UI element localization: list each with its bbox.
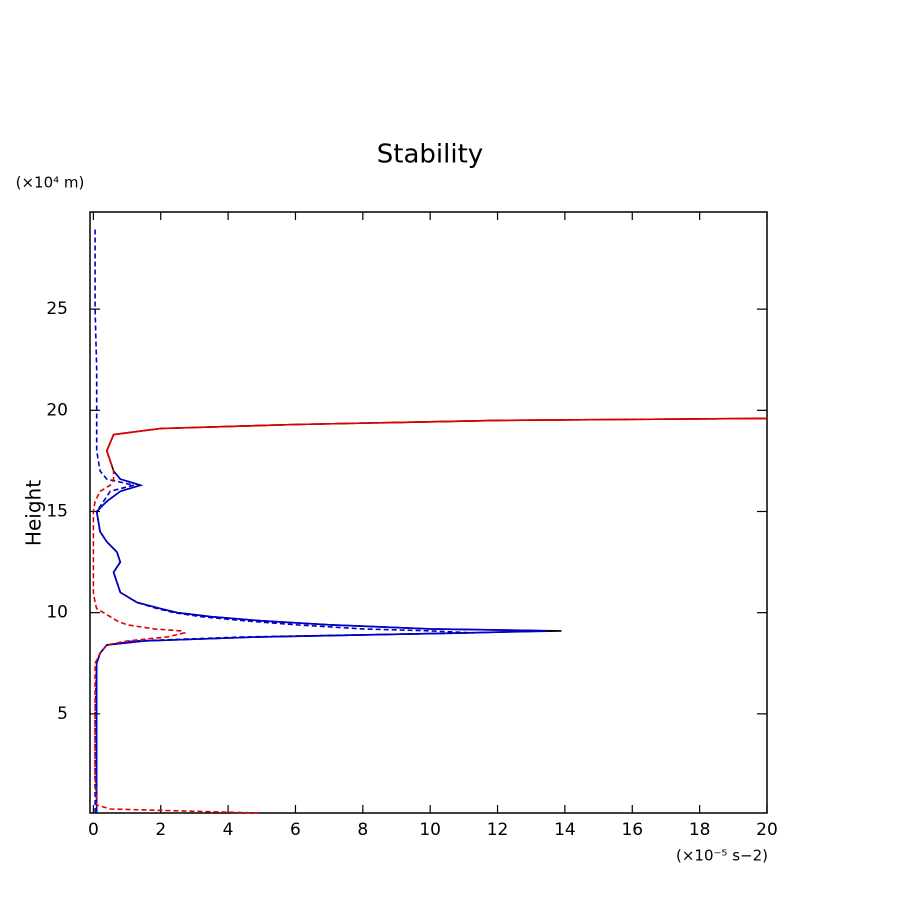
x-tick-label: 10 [419, 820, 441, 840]
y-tick-label: 10 [46, 603, 68, 623]
x-tick-label: 12 [487, 820, 509, 840]
plot-frame [89, 211, 768, 814]
x-tick-label: 0 [88, 820, 99, 840]
x-tick-label: 6 [290, 820, 301, 840]
x-unit: (×10⁻⁵ s−2) [676, 847, 768, 865]
y-tick-label: 15 [46, 501, 68, 521]
y-axis-label: Height [22, 480, 46, 546]
profile-line [95, 470, 549, 813]
x-tick-label: 4 [223, 820, 234, 840]
x-tick-label: 18 [689, 820, 711, 840]
x-tick-label: 16 [621, 820, 643, 840]
x-tick-label: 14 [554, 820, 576, 840]
y-tick-label: 5 [57, 704, 68, 724]
profile-line [94, 228, 475, 813]
x-tick-label: 20 [756, 820, 778, 840]
y-tick-label: 20 [46, 400, 68, 420]
chart-title: Stability [377, 140, 483, 170]
x-tick-label: 8 [357, 820, 368, 840]
profile-line [105, 417, 768, 462]
y-unit: (×10⁴ m) [16, 174, 85, 192]
y-tick-label: 25 [46, 299, 68, 319]
profile-line [92, 417, 768, 814]
x-tick-label: 2 [155, 820, 166, 840]
